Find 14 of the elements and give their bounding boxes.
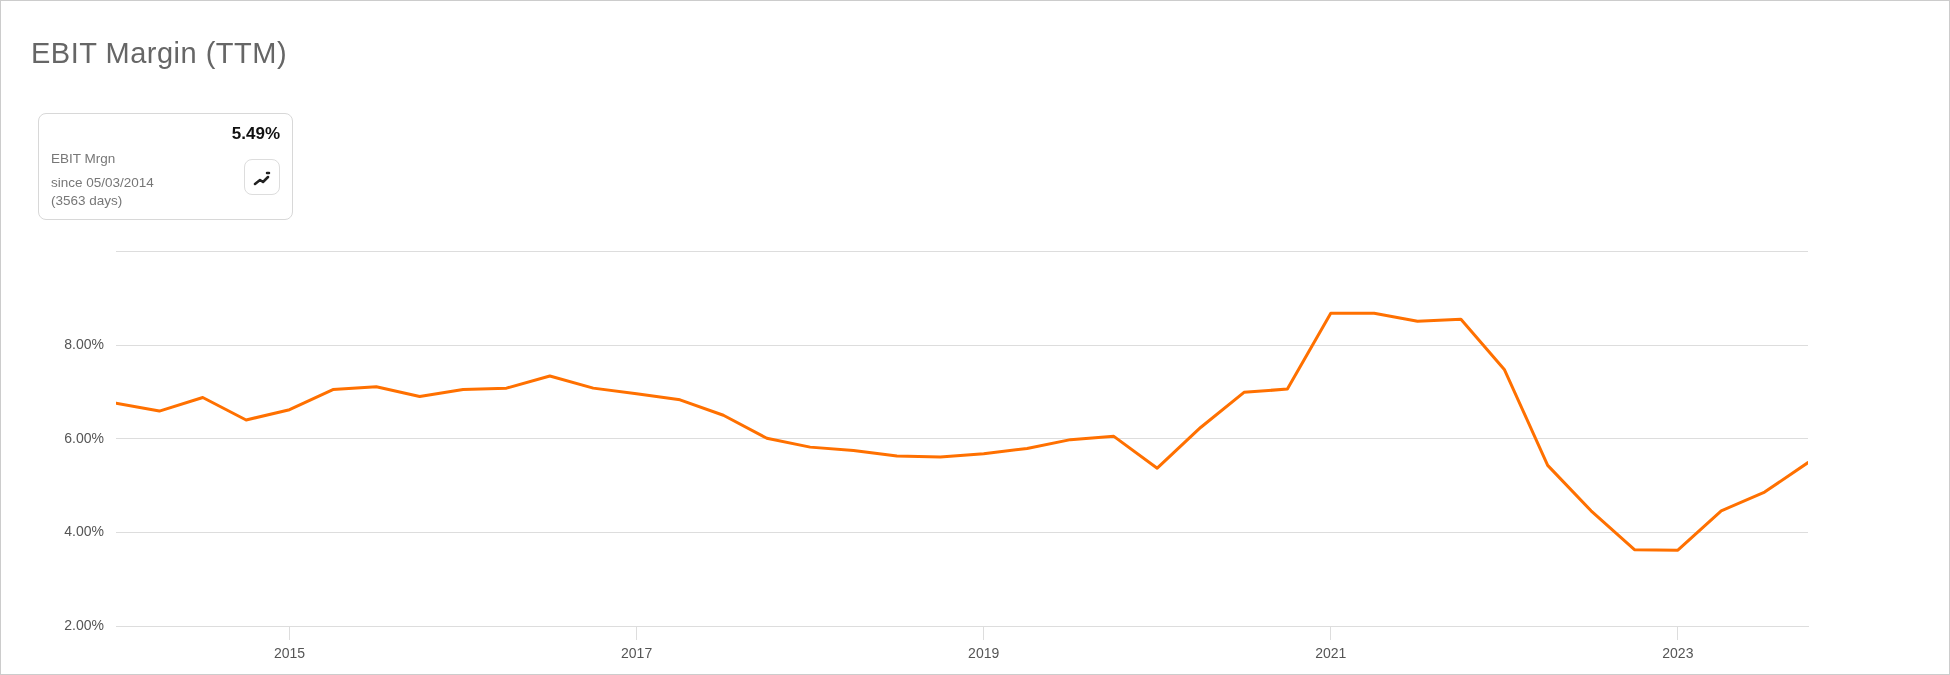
text: 5.49% [231,124,280,144]
text: (3563 days) [51,192,124,210]
y-tick-label: 8.00% [64,335,104,352]
x-tick-label: 2015 [273,645,306,662]
y-tick-label: 2.00% [64,616,104,633]
text: since 05/03/2014 [51,174,154,192]
x-tick-label: 2023 [1662,645,1694,662]
chart-title: EBIT Margin (TTM) [31,37,288,70]
y-tick-label: 6.00% [64,429,104,446]
x-tick-label: 2021 [1315,645,1347,662]
text: EBIT Mrgn [51,150,117,168]
y-tick-label: 4.00% [64,523,104,540]
x-tick-label: 2017 [621,645,653,662]
x-tick-label: 2019 [968,645,1000,662]
